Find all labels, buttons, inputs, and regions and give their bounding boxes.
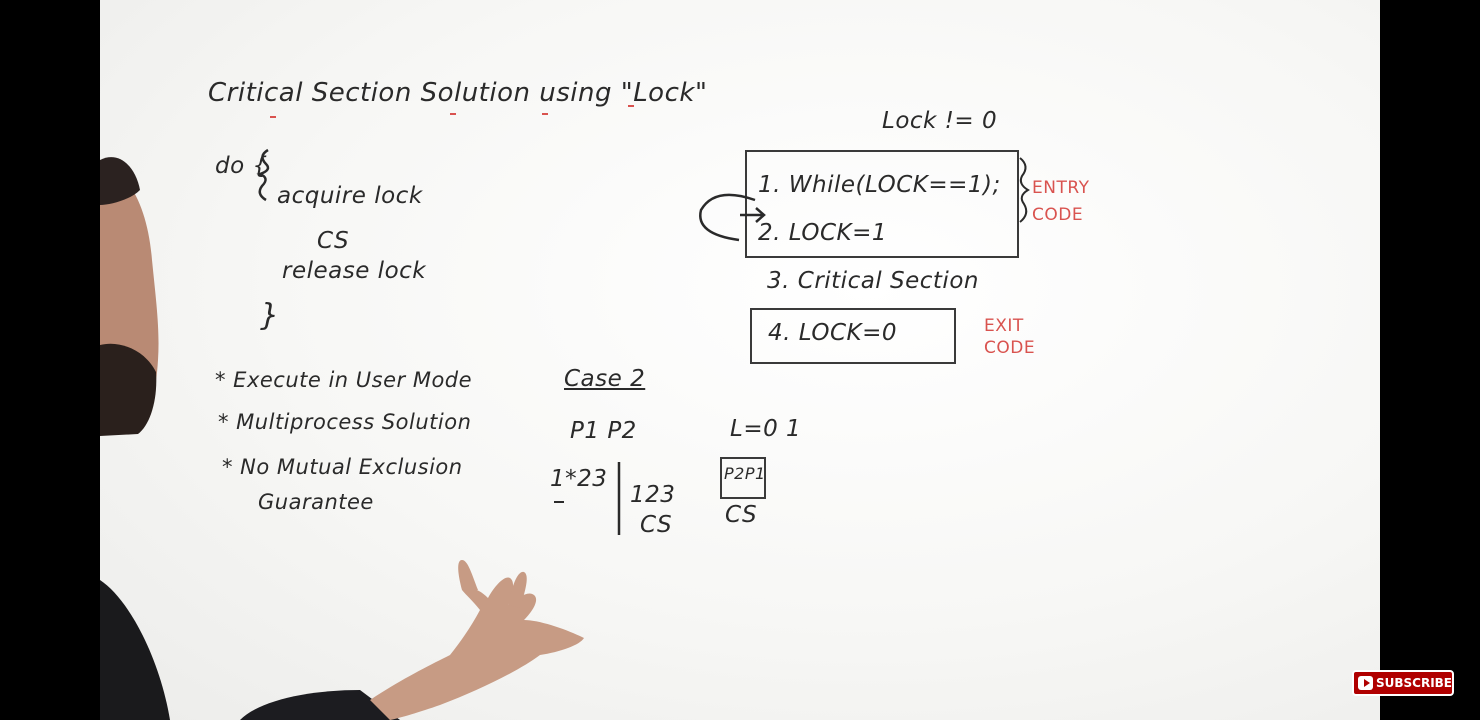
case-boxed-processes	[720, 457, 766, 499]
youtube-play-icon	[1358, 676, 1373, 690]
entry-code-box	[745, 150, 1019, 258]
whiteboard-marks	[256, 105, 1030, 535]
case-processes: P1 P2	[570, 418, 637, 444]
code-closing-brace: }	[260, 298, 280, 333]
entry-brace	[1019, 157, 1030, 223]
critical-section-line: 3. Critical Section	[767, 268, 979, 294]
whiteboard-title: Critical Section Solution using "Lock"	[208, 78, 708, 108]
code-acquire-lock: acquire lock	[277, 183, 423, 209]
case-p1-steps: 1*23	[550, 466, 608, 492]
case-lock-value: L=0 1	[730, 416, 802, 442]
entry-code-label-bottom: CODE	[1032, 205, 1084, 225]
letterbox-right	[1380, 0, 1480, 720]
exit-code-label-top: EXIT	[984, 316, 1024, 336]
lock-condition: Lock != 0	[882, 108, 998, 134]
code-release-lock: release lock	[282, 258, 427, 284]
exit-code-label-bottom: CODE	[984, 338, 1036, 358]
subscribe-label: SUBSCRIBE	[1375, 676, 1452, 690]
case-boxed-cs: CS	[725, 502, 758, 528]
video-frame[interactable]: Critical Section Solution using "Lock" d…	[100, 0, 1380, 720]
do-open-brace	[256, 148, 270, 202]
subscribe-button[interactable]: SUBSCRIBE	[1352, 670, 1454, 696]
exit-line-lock-reset: 4. LOCK=0	[768, 320, 898, 346]
bullet-guarantee: Guarantee	[258, 490, 374, 514]
case-boxed-processes-label: P2P1	[724, 464, 766, 483]
exit-code-box	[750, 308, 956, 364]
code-cs: CS	[317, 228, 350, 254]
bullet-multiprocess: * Multiprocess Solution	[218, 410, 472, 434]
letterbox-left	[0, 0, 100, 720]
bullet-user-mode: * Execute in User Mode	[215, 368, 473, 392]
case-p2-cs: CS	[640, 512, 673, 538]
case-heading: Case 2	[564, 366, 646, 392]
bullet-no-mutual-exclusion: * No Mutual Exclusion	[222, 455, 463, 479]
entry-code-label-top: ENTRY	[1032, 178, 1090, 198]
entry-line-while: 1. While(LOCK==1);	[758, 172, 1001, 198]
loop-arrow	[699, 193, 756, 242]
case-p2-steps: 123	[630, 482, 676, 508]
entry-line-lock-set: 2. LOCK=1	[758, 220, 888, 246]
